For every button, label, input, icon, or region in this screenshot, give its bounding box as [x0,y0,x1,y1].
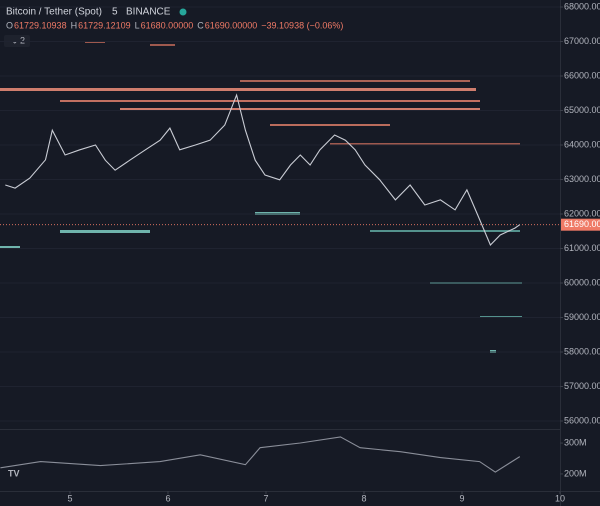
x-tick-label: 7 [263,493,268,503]
y-tick-label: 58000.00 [564,346,600,356]
exchange: BINANCE [126,7,171,18]
y-tick-label: 60000.00 [564,277,600,287]
ohlc-key: L [135,20,140,30]
y-tick-label: 63000.00 [564,174,600,184]
level-bar [270,124,390,126]
level-bar [60,100,480,102]
series-line [0,436,521,473]
y-tick-label: 65000.00 [564,105,600,115]
y-tick-label: 59000.00 [564,312,600,322]
level-bar [0,246,20,249]
y-tick-label: 56000.00 [564,415,600,425]
ohlc-key: C [197,20,204,30]
y-tick-label: 68000.00 [564,1,600,11]
level-bar [150,44,175,46]
series-line [5,93,521,246]
level-bar [0,88,476,91]
y-tick-label: 62000.00 [564,208,600,218]
chevron: ⌄ [11,35,19,45]
y-tick-label: 61000.00 [564,243,600,253]
x-tick-label: 5 [67,493,72,503]
ohlc-change: −39.10938 (−0.06%) [261,20,343,30]
level-bar [120,108,480,110]
level-bar [330,143,520,145]
last-price-label: 61690.00 [564,219,600,229]
y-tick-label: 57000.00 [564,381,600,391]
y-tick-label: 300M [564,437,587,447]
y-tick-label: 64000.00 [564,139,600,149]
ohlc-value: 61729.10938 [14,20,67,30]
ohlc-legend: O 61729.10938 H 61729.12109 L 61680.00000 C 616… [6,20,343,30]
x-tick-label: 6 [165,493,170,503]
y-tick-label: 66000.00 [564,70,600,80]
indicator-count: 2 [20,35,25,45]
x-tick-label: 8 [361,493,366,503]
level-bar [240,80,470,82]
ohlc-value: 61690.00000 [205,20,258,30]
ohlc-key: H [71,20,78,30]
chart-title: Bitcoin / Tether (Spot) [6,7,102,18]
ohlc-key: O [6,20,13,30]
y-tick-label: 67000.00 [564,36,600,46]
ohlc-value: 61680.00000 [141,20,194,30]
level-bar [60,230,150,233]
x-tick-label: 10 [555,493,565,503]
interval: 5 [112,7,118,18]
indicator-toggle[interactable] [4,35,30,47]
ohlc-value: 61729.12109 [78,20,131,30]
level-bar [370,230,520,232]
y-tick-label: 200M [564,468,587,478]
last-price-box [561,218,600,231]
logo: TV [8,468,20,478]
x-tick-label: 9 [459,493,464,503]
status-dot [179,8,187,16]
